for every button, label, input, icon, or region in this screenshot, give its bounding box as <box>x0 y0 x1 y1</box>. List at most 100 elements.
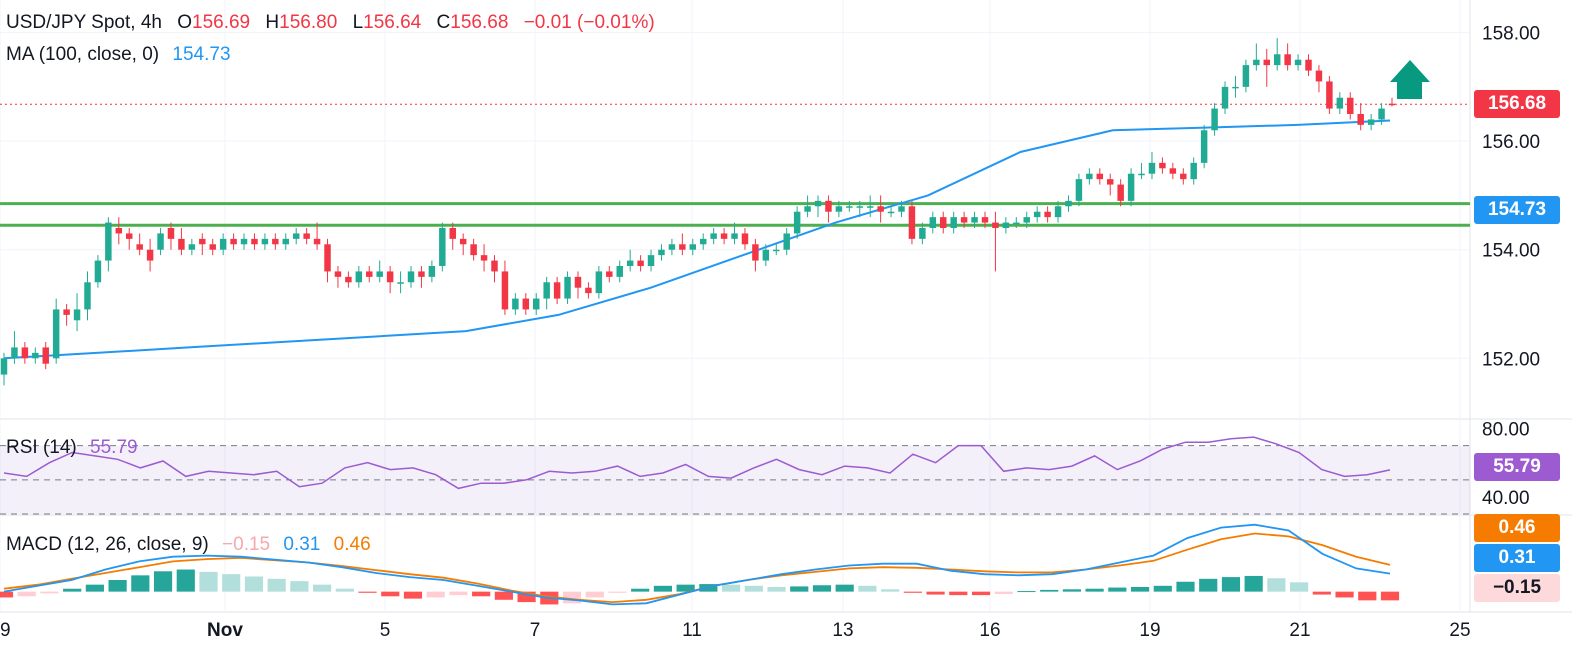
candle-body <box>1284 54 1291 66</box>
macd-histogram-bar <box>790 586 809 592</box>
time-tick-label: 19 <box>1139 620 1160 641</box>
macd-histogram-bar <box>858 585 877 592</box>
macd-histogram-bar <box>267 578 286 592</box>
candle-body <box>21 347 29 359</box>
candle-body <box>1159 162 1166 169</box>
candle-body <box>637 260 644 266</box>
macd-signal-tag: 0.46 <box>1474 514 1560 542</box>
candle-body <box>908 206 916 239</box>
price-tick-label: 158.00 <box>1482 24 1540 45</box>
macd-legend: MACD (12, 26, close, 9) −0.15 0.31 0.46 <box>6 534 371 556</box>
candle-body <box>470 244 477 256</box>
macd-histogram-bar <box>1085 588 1104 592</box>
macd-hist-tag: −0.15 <box>1474 574 1560 602</box>
rsi-legend: RSI (14) 55.79 <box>6 437 138 459</box>
macd-histogram-bar <box>1380 591 1400 601</box>
candle-body <box>209 244 216 250</box>
candle-body <box>439 228 446 266</box>
candle-body <box>1211 108 1218 131</box>
macd-histogram-bar <box>1335 591 1354 598</box>
candle-body <box>11 347 18 359</box>
macd-histogram-bar <box>108 580 127 592</box>
candle-body <box>261 238 269 245</box>
candle-body <box>877 206 884 212</box>
time-tick-label: 7 <box>530 620 541 641</box>
candle-body <box>1096 173 1104 180</box>
macd-label: MACD (12, 26, close, 9) <box>6 534 209 555</box>
candle-body <box>146 249 154 261</box>
macd-histogram-bar <box>313 584 332 592</box>
macd-histogram-bar <box>1130 586 1150 592</box>
macd-histogram-bar <box>812 585 832 592</box>
candle-body <box>522 298 530 310</box>
ma-legend: MA (100, close, 0) 154.73 <box>6 44 231 66</box>
candle-body <box>386 271 394 283</box>
macd-histogram-bar <box>562 591 582 604</box>
candle-body <box>73 309 81 321</box>
macd-histogram-bar <box>153 571 173 592</box>
candle-body <box>856 206 863 208</box>
time-tick-label: 11 <box>682 620 702 641</box>
high-value: 156.80 <box>279 12 338 33</box>
candle-body <box>1013 222 1020 225</box>
candle-body <box>449 228 456 239</box>
candle-body <box>282 238 290 245</box>
candle-body <box>63 309 70 315</box>
open-label: O <box>177 12 193 33</box>
time-tick-label: 21 <box>1289 620 1310 641</box>
candle-body <box>1054 206 1062 218</box>
candle-body <box>1253 59 1260 66</box>
macd-histogram-bar <box>199 571 218 592</box>
candle-body <box>616 266 623 277</box>
change-value: −0.01 (−0.01%) <box>523 12 655 33</box>
macd-histogram-bar <box>585 591 604 598</box>
candle-body <box>710 233 717 239</box>
candle-body <box>345 276 352 283</box>
candle-body <box>157 233 164 250</box>
candle-body <box>251 238 258 245</box>
macd-histogram-bar <box>426 591 445 598</box>
macd-histogram-bar <box>1244 575 1263 592</box>
candle-body <box>960 217 968 223</box>
macd-histogram-bar <box>653 585 673 592</box>
candle-body <box>42 347 49 364</box>
macd-histogram-bar <box>290 581 309 592</box>
macd-histogram-bar <box>881 589 900 592</box>
candle-body <box>720 233 728 239</box>
candle-body <box>773 249 780 252</box>
macd-histogram-bar <box>472 591 491 597</box>
candle-body <box>125 233 133 239</box>
macd-histogram-bar <box>994 591 1013 594</box>
candle-body <box>1117 184 1124 201</box>
macd-histogram-bar <box>608 591 627 593</box>
candle-body <box>971 217 978 223</box>
time-tick-label: 16 <box>979 620 1000 641</box>
macd-histogram-bar <box>335 588 354 592</box>
rsi-tick-label: 40.00 <box>1482 488 1530 509</box>
time-tick-label: 29 <box>0 620 11 641</box>
candle-body <box>1242 65 1250 87</box>
candle-body <box>898 206 905 212</box>
candle-body <box>230 238 237 245</box>
candle-body <box>1148 162 1156 174</box>
candle-body <box>1326 81 1333 109</box>
macd-histogram-bar <box>40 591 59 594</box>
macd-histogram-bar <box>17 591 36 597</box>
candle-body <box>1336 97 1344 109</box>
candle-body <box>105 222 112 261</box>
candle-body <box>418 271 425 277</box>
macd-histogram-bar <box>631 588 650 592</box>
candle-body <box>240 238 248 245</box>
macd-histogram-bar <box>494 591 513 600</box>
candle-body <box>940 217 947 228</box>
low-value: 156.64 <box>363 12 422 33</box>
macd-histogram-bar <box>1267 578 1286 592</box>
macd-histogram-bar <box>403 591 423 599</box>
macd-histogram-bar <box>744 585 763 592</box>
macd-histogram-bar <box>676 584 695 592</box>
candle-body <box>919 228 926 239</box>
up-arrow-icon <box>1390 60 1430 99</box>
candle-body <box>1065 200 1072 207</box>
candle-body <box>825 200 832 212</box>
